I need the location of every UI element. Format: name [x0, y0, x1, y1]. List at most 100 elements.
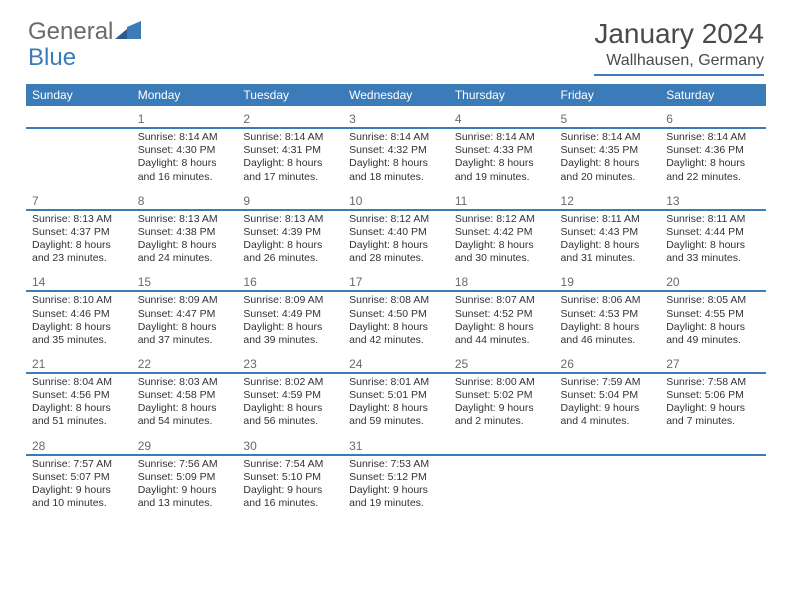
day-content-cell [660, 455, 766, 515]
day-content-cell: Sunrise: 8:11 AM Sunset: 4:44 PM Dayligh… [660, 210, 766, 270]
day-number-cell: 30 [237, 433, 343, 455]
day-number-cell: 1 [132, 106, 238, 128]
calendar-table: Sunday Monday Tuesday Wednesday Thursday… [26, 84, 766, 514]
day-content-cell: Sunrise: 7:56 AM Sunset: 5:09 PM Dayligh… [132, 455, 238, 515]
day-number-row: 21 22 2324 25 26 27 [26, 351, 766, 373]
day-content-cell [449, 455, 555, 515]
day-number-cell: 9 [237, 188, 343, 210]
day-number-cell: 14 [26, 269, 132, 291]
location: Wallhausen, Germany [594, 52, 764, 76]
day-number-cell [555, 433, 661, 455]
day-number-cell [660, 433, 766, 455]
day-content-cell: Sunrise: 8:09 AM Sunset: 4:47 PM Dayligh… [132, 291, 238, 351]
day-number-cell: 10 [343, 188, 449, 210]
day-number: 30 [243, 439, 256, 453]
day-number: 13 [666, 194, 679, 208]
day-content-cell: Sunrise: 8:13 AM Sunset: 4:39 PM Dayligh… [237, 210, 343, 270]
day-content-row: Sunrise: 7:57 AM Sunset: 5:07 PM Dayligh… [26, 455, 766, 515]
day-number: 11 [455, 194, 467, 208]
day-number-cell: 13 [660, 188, 766, 210]
day-number-cell: 11 [449, 188, 555, 210]
day-number-cell: 7 [26, 188, 132, 210]
day-number: 8 [138, 194, 145, 208]
day-number-cell: 5 [555, 106, 661, 128]
day-number-cell: 12 [555, 188, 661, 210]
day-number: 6 [666, 112, 673, 126]
day-content-cell: Sunrise: 7:58 AM Sunset: 5:06 PM Dayligh… [660, 373, 766, 433]
day-content-cell: Sunrise: 8:06 AM Sunset: 4:53 PM Dayligh… [555, 291, 661, 351]
day-number: 31 [349, 439, 362, 453]
day-content-cell: Sunrise: 8:12 AM Sunset: 4:40 PM Dayligh… [343, 210, 449, 270]
logo-text-2: Blue [28, 44, 76, 72]
day-number-cell: 24 [343, 351, 449, 373]
day-number: 21 [32, 357, 45, 371]
day-number: 1 [138, 112, 145, 126]
day-number-cell: 23 [237, 351, 343, 373]
day-number-cell: 21 [26, 351, 132, 373]
day-content-cell: Sunrise: 8:10 AM Sunset: 4:46 PM Dayligh… [26, 291, 132, 351]
day-content-cell: Sunrise: 7:57 AM Sunset: 5:07 PM Dayligh… [26, 455, 132, 515]
day-content-cell: Sunrise: 8:14 AM Sunset: 4:30 PM Dayligh… [132, 128, 238, 188]
day-content-cell [555, 455, 661, 515]
day-number: 25 [455, 357, 468, 371]
day-content-cell: Sunrise: 7:53 AM Sunset: 5:12 PM Dayligh… [343, 455, 449, 515]
day-number: 9 [243, 194, 250, 208]
day-content-cell: Sunrise: 8:14 AM Sunset: 4:33 PM Dayligh… [449, 128, 555, 188]
day-number-row: 14 15 16 1718 19 20 [26, 269, 766, 291]
day-number: 5 [561, 112, 568, 126]
day-number-cell: 19 [555, 269, 661, 291]
day-content-cell: Sunrise: 8:14 AM Sunset: 4:35 PM Dayligh… [555, 128, 661, 188]
day-content-cell [26, 128, 132, 188]
day-number-cell: 26 [555, 351, 661, 373]
day-number-cell: 29 [132, 433, 238, 455]
day-content-cell: Sunrise: 8:14 AM Sunset: 4:32 PM Dayligh… [343, 128, 449, 188]
day-content-cell: Sunrise: 8:03 AM Sunset: 4:58 PM Dayligh… [132, 373, 238, 433]
day-number: 16 [243, 275, 256, 289]
day-number: 2 [243, 112, 250, 126]
day-number: 7 [32, 194, 39, 208]
weekday-header: Tuesday [237, 84, 343, 106]
day-number-cell: 4 [449, 106, 555, 128]
day-number: 3 [349, 112, 356, 126]
day-number-cell: 31 [343, 433, 449, 455]
day-number-cell: 28 [26, 433, 132, 455]
day-number-cell: 15 [132, 269, 238, 291]
day-content-cell: Sunrise: 8:08 AM Sunset: 4:50 PM Dayligh… [343, 291, 449, 351]
day-content-cell: Sunrise: 8:13 AM Sunset: 4:38 PM Dayligh… [132, 210, 238, 270]
day-number: 20 [666, 275, 679, 289]
day-content-cell: Sunrise: 8:12 AM Sunset: 4:42 PM Dayligh… [449, 210, 555, 270]
flag-icon [115, 21, 141, 39]
day-number: 22 [138, 357, 151, 371]
day-number: 28 [32, 439, 45, 453]
day-content-cell: Sunrise: 8:01 AM Sunset: 5:01 PM Dayligh… [343, 373, 449, 433]
weekday-header: Friday [555, 84, 661, 106]
day-content-cell: Sunrise: 8:14 AM Sunset: 4:31 PM Dayligh… [237, 128, 343, 188]
day-number: 4 [455, 112, 462, 126]
day-number-cell: 2 [237, 106, 343, 128]
day-content-row: Sunrise: 8:13 AM Sunset: 4:37 PM Dayligh… [26, 210, 766, 270]
day-number-cell: 18 [449, 269, 555, 291]
weekday-header: Thursday [449, 84, 555, 106]
day-number-cell: 22 [132, 351, 238, 373]
day-content-cell: Sunrise: 8:07 AM Sunset: 4:52 PM Dayligh… [449, 291, 555, 351]
day-content-cell: Sunrise: 8:14 AM Sunset: 4:36 PM Dayligh… [660, 128, 766, 188]
day-content-cell: Sunrise: 8:05 AM Sunset: 4:55 PM Dayligh… [660, 291, 766, 351]
day-number-cell: 6 [660, 106, 766, 128]
day-number: 19 [561, 275, 574, 289]
day-content-cell: Sunrise: 8:11 AM Sunset: 4:43 PM Dayligh… [555, 210, 661, 270]
day-content-cell: Sunrise: 7:54 AM Sunset: 5:10 PM Dayligh… [237, 455, 343, 515]
day-number: 27 [666, 357, 679, 371]
weekday-header: Sunday [26, 84, 132, 106]
logo-text-1: General [28, 18, 113, 46]
month-title: January 2024 [594, 18, 764, 50]
day-number-row: 1 2 3 4 5 6 [26, 106, 766, 128]
day-content-row: Sunrise: 8:04 AM Sunset: 4:56 PM Dayligh… [26, 373, 766, 433]
weekday-header-row: Sunday Monday Tuesday Wednesday Thursday… [26, 84, 766, 106]
day-content-cell: Sunrise: 8:13 AM Sunset: 4:37 PM Dayligh… [26, 210, 132, 270]
day-number-cell: 17 [343, 269, 449, 291]
day-content-row: Sunrise: 8:14 AM Sunset: 4:30 PM Dayligh… [26, 128, 766, 188]
logo: General [28, 18, 141, 46]
weekday-header: Wednesday [343, 84, 449, 106]
day-number: 29 [138, 439, 151, 453]
day-number: 14 [32, 275, 45, 289]
